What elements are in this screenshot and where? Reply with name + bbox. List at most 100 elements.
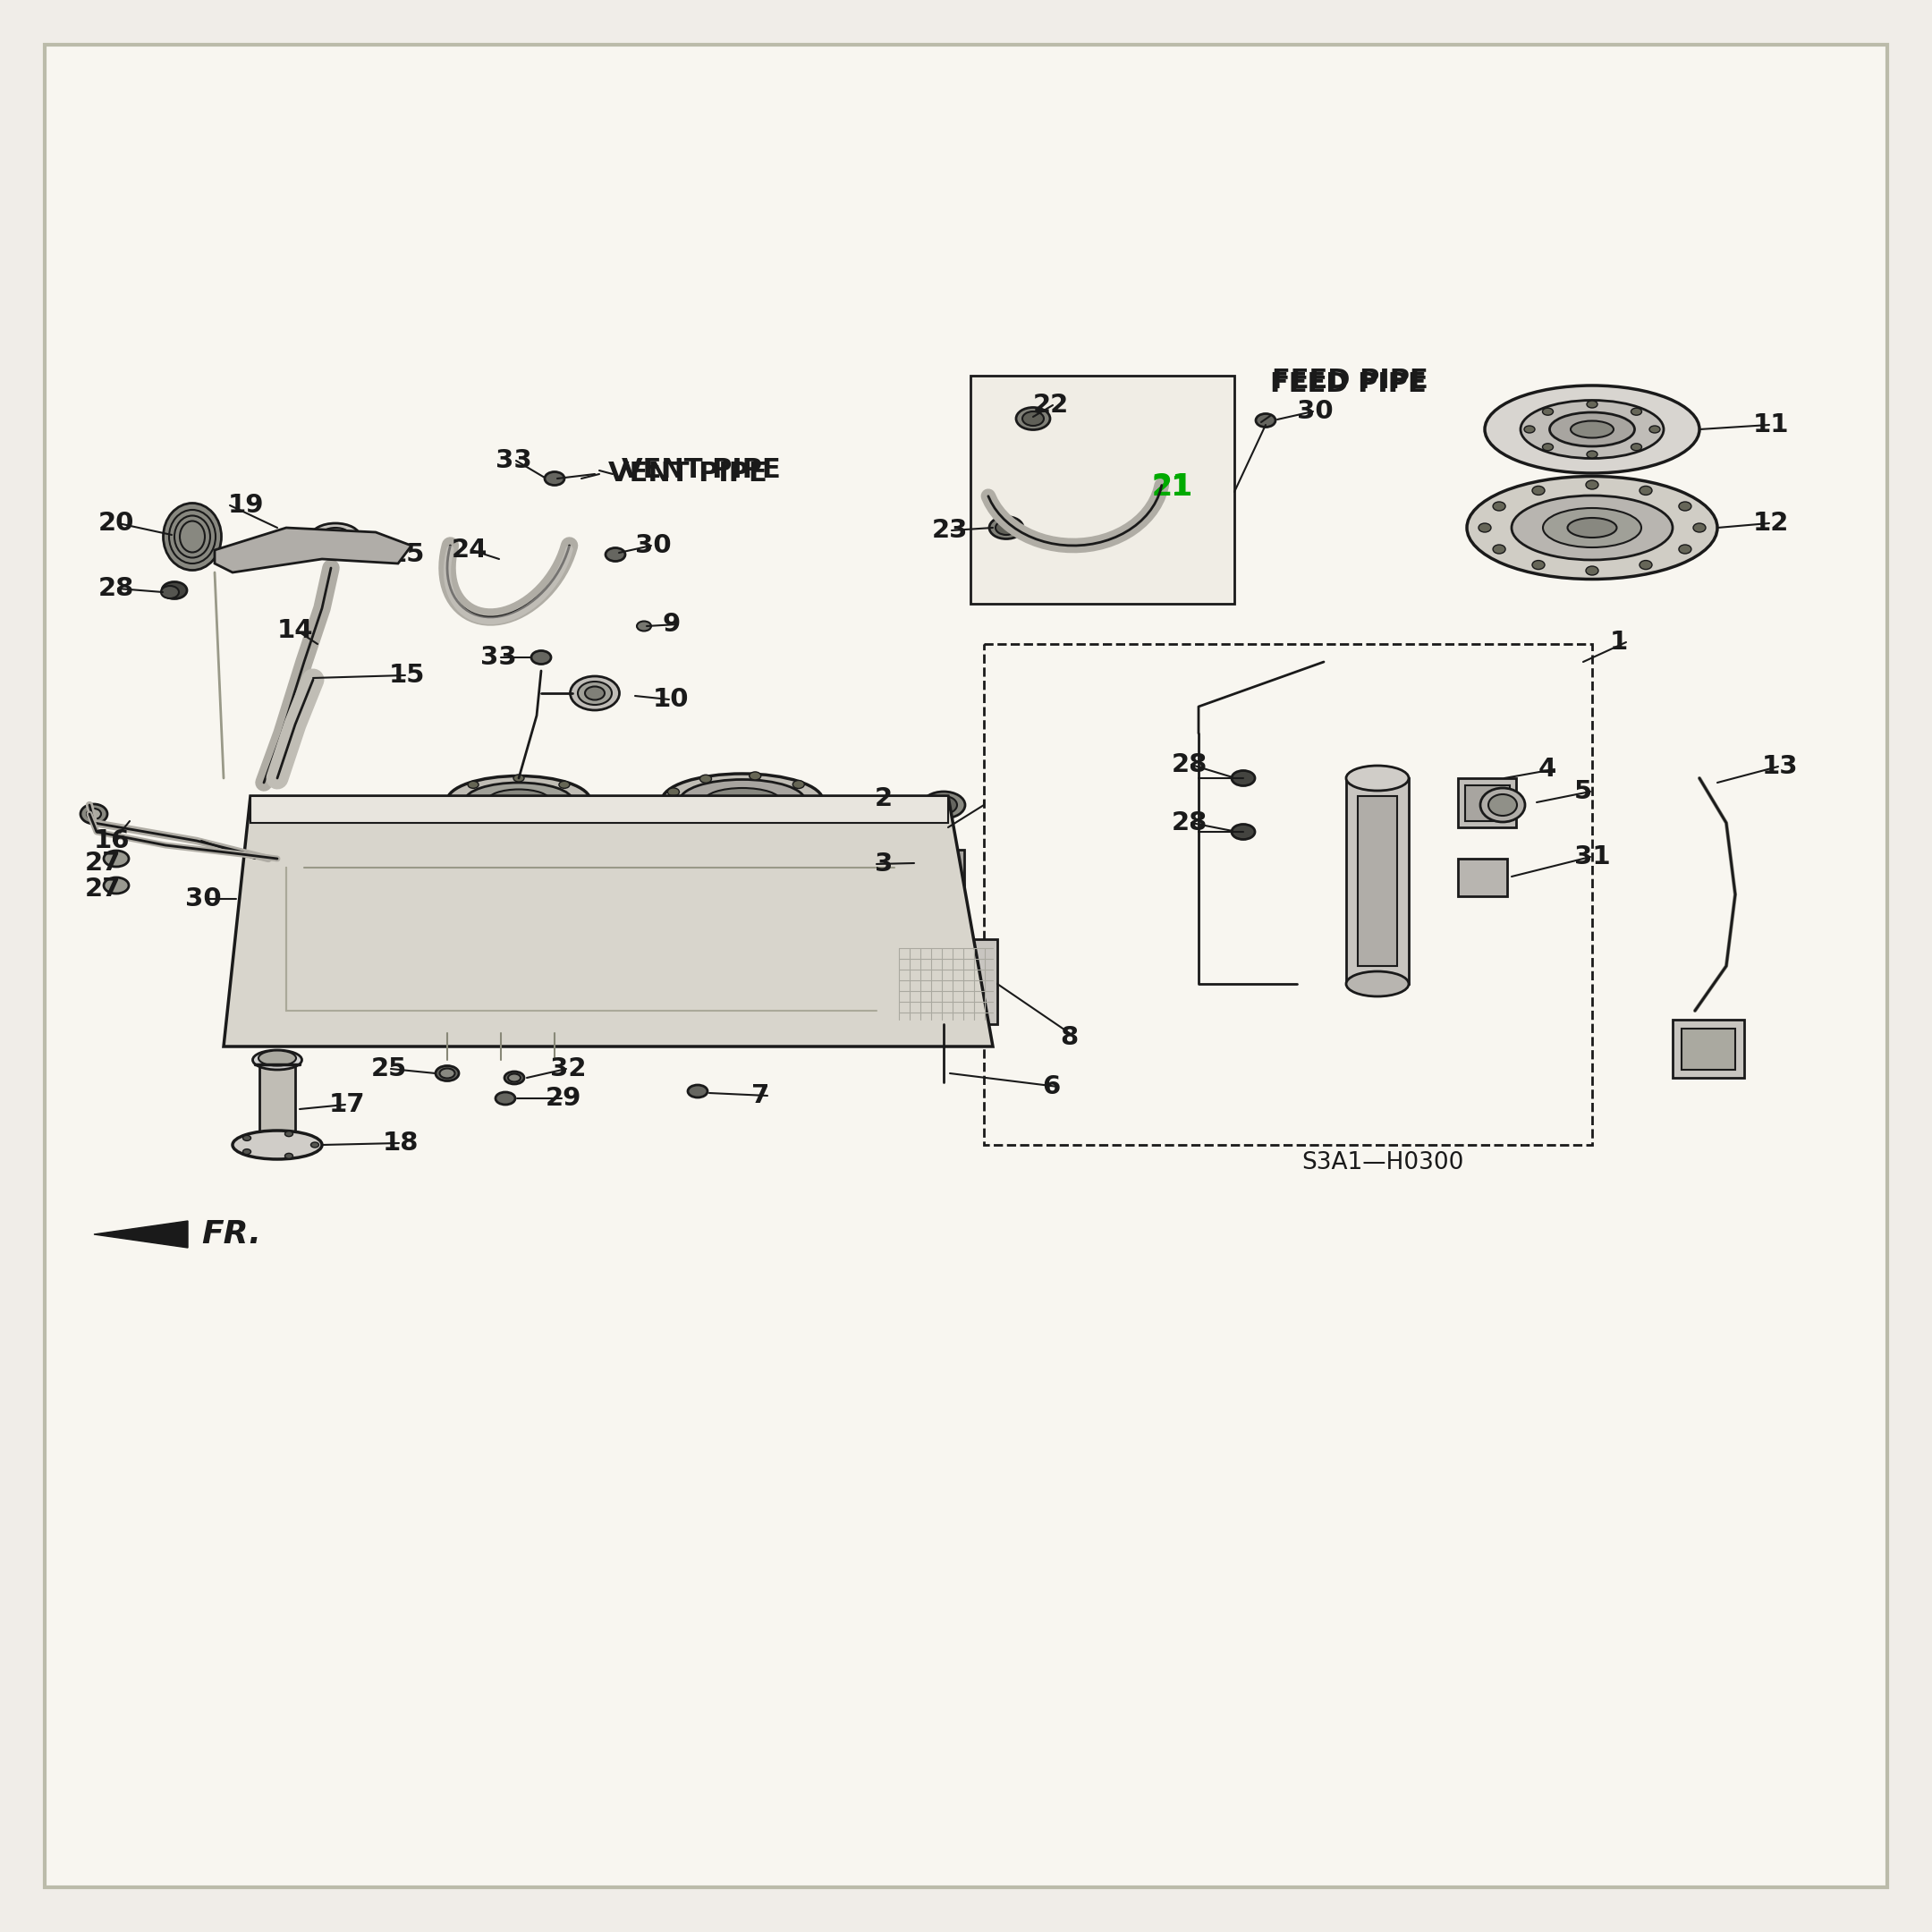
Text: 5: 5 (1575, 779, 1592, 804)
Ellipse shape (1542, 408, 1553, 415)
Ellipse shape (1679, 502, 1690, 510)
Ellipse shape (253, 1051, 301, 1070)
Bar (1673, 1020, 1745, 1078)
Text: 8: 8 (1061, 1026, 1078, 1051)
Ellipse shape (245, 893, 265, 906)
Text: 14: 14 (276, 618, 313, 643)
Text: 6: 6 (1041, 1074, 1061, 1099)
Ellipse shape (321, 527, 352, 545)
Ellipse shape (1480, 788, 1524, 821)
Ellipse shape (1650, 425, 1660, 433)
Bar (1459, 779, 1517, 827)
Ellipse shape (1016, 408, 1051, 429)
Ellipse shape (578, 682, 612, 705)
Bar (895, 939, 997, 1024)
Ellipse shape (1524, 425, 1534, 433)
Text: 23: 23 (931, 518, 968, 543)
Ellipse shape (578, 796, 589, 804)
Ellipse shape (1586, 450, 1598, 458)
Polygon shape (224, 796, 993, 1047)
Ellipse shape (1586, 400, 1598, 408)
Ellipse shape (1631, 444, 1642, 450)
Ellipse shape (1233, 771, 1256, 786)
Ellipse shape (162, 582, 187, 599)
Ellipse shape (558, 781, 570, 788)
Text: 3: 3 (875, 852, 893, 877)
Ellipse shape (1567, 518, 1617, 537)
Ellipse shape (1542, 444, 1553, 450)
Ellipse shape (87, 810, 100, 819)
Ellipse shape (688, 1086, 707, 1097)
Ellipse shape (377, 549, 392, 558)
Ellipse shape (508, 1074, 520, 1082)
Text: 29: 29 (545, 1086, 582, 1111)
Text: 32: 32 (551, 1057, 585, 1082)
Text: 30: 30 (185, 887, 222, 912)
Text: 15: 15 (388, 663, 425, 688)
Ellipse shape (680, 779, 806, 821)
Ellipse shape (1511, 495, 1673, 560)
Text: FR.: FR. (201, 1219, 261, 1250)
Ellipse shape (468, 813, 479, 819)
Text: 17: 17 (328, 1092, 365, 1117)
Ellipse shape (1466, 477, 1718, 580)
Ellipse shape (435, 1066, 460, 1080)
Text: 10: 10 (653, 688, 690, 713)
Ellipse shape (810, 796, 821, 804)
Bar (970, 375, 1235, 603)
Ellipse shape (705, 788, 781, 813)
Text: 13: 13 (1762, 753, 1799, 779)
Ellipse shape (1586, 566, 1598, 576)
Text: 24: 24 (452, 537, 487, 562)
Ellipse shape (1520, 400, 1663, 458)
Ellipse shape (638, 622, 651, 632)
Ellipse shape (699, 817, 711, 827)
Ellipse shape (922, 792, 966, 819)
Ellipse shape (259, 1051, 296, 1066)
Ellipse shape (585, 686, 605, 699)
Ellipse shape (668, 788, 680, 796)
Ellipse shape (1347, 972, 1408, 997)
Text: 31: 31 (1575, 844, 1611, 869)
Text: 2: 2 (875, 786, 893, 811)
Text: 30: 30 (1296, 398, 1333, 423)
Ellipse shape (284, 1130, 294, 1136)
Ellipse shape (1022, 412, 1043, 425)
Ellipse shape (81, 804, 108, 823)
Ellipse shape (910, 848, 960, 879)
Ellipse shape (570, 676, 620, 711)
Ellipse shape (468, 781, 479, 788)
Text: 15: 15 (388, 543, 425, 568)
Text: 22: 22 (1034, 392, 1068, 417)
Ellipse shape (545, 471, 564, 485)
Ellipse shape (504, 1072, 524, 1084)
Ellipse shape (104, 877, 129, 893)
Text: 12: 12 (1752, 510, 1789, 535)
Text: VENT PIPE: VENT PIPE (622, 456, 781, 483)
Text: 28: 28 (99, 576, 133, 601)
Text: 25: 25 (371, 1057, 408, 1082)
Bar (1681, 1028, 1735, 1070)
Ellipse shape (1640, 487, 1652, 495)
Ellipse shape (699, 775, 711, 782)
Text: 18: 18 (383, 1130, 419, 1155)
Ellipse shape (1347, 765, 1408, 790)
Ellipse shape (1532, 487, 1546, 495)
Bar (1464, 784, 1509, 821)
Ellipse shape (1493, 502, 1505, 510)
Ellipse shape (1478, 524, 1492, 531)
Text: FEED PIPE: FEED PIPE (1269, 371, 1426, 398)
Ellipse shape (284, 1153, 294, 1159)
Ellipse shape (605, 549, 626, 562)
Text: 28: 28 (1171, 752, 1208, 777)
Ellipse shape (1486, 386, 1700, 473)
Text: 7: 7 (752, 1084, 769, 1109)
Ellipse shape (663, 773, 823, 827)
Text: 27: 27 (85, 850, 120, 875)
Ellipse shape (558, 813, 570, 819)
Polygon shape (95, 1221, 187, 1248)
Ellipse shape (495, 1092, 516, 1105)
Ellipse shape (929, 796, 956, 813)
Ellipse shape (162, 502, 222, 570)
Text: 33: 33 (481, 645, 518, 670)
